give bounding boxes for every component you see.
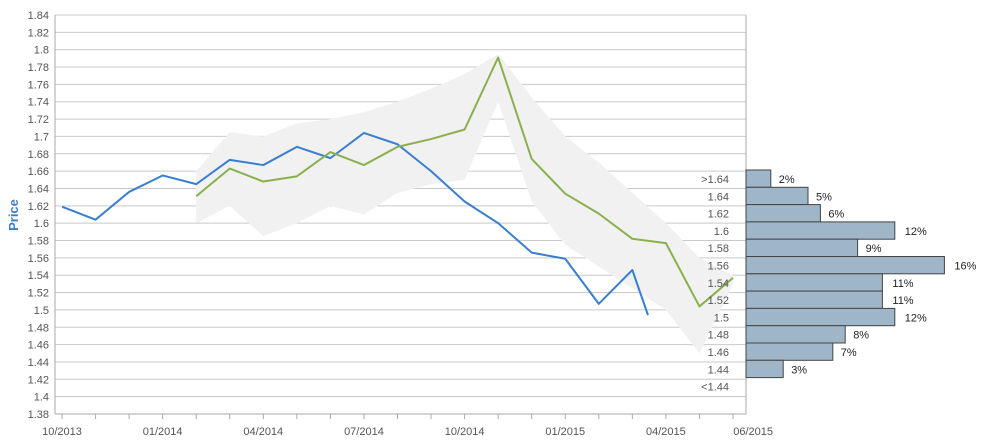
x-tick-label: 10/2013	[42, 426, 82, 438]
distribution-histogram: >1.64 2% 1.64 5% 1.62 6% 1.6 12% 1.58 9% 1.56 16% 1.…	[701, 169, 977, 394]
y-tick-label: 1.84	[28, 10, 49, 22]
histogram-bin-label: 1.62	[708, 209, 729, 221]
forecast-band-area	[196, 54, 733, 354]
y-tick-label: 1.82	[28, 27, 49, 39]
y-tick-label: 1.62	[28, 201, 49, 213]
series-lines	[61, 56, 734, 316]
histogram-bar	[745, 186, 809, 206]
histogram-bar	[745, 238, 859, 257]
x-tick-label: 04/2015	[646, 426, 686, 438]
y-tick-label: 1.7	[34, 131, 49, 143]
histogram-bin-label: 1.56	[708, 261, 729, 273]
y-tick-label: 1.4	[34, 392, 49, 404]
histogram-value-label: 11%	[892, 295, 913, 307]
x-tick-label: 06/2015	[733, 426, 773, 438]
histogram-value-label: 11%	[892, 278, 913, 290]
y-tick-label: 1.56	[28, 253, 49, 265]
histogram-value-label: 6%	[828, 209, 844, 221]
histogram-bar	[745, 169, 772, 188]
histogram-value-label: 8%	[853, 330, 869, 342]
y-tick-label: 1.48	[28, 322, 49, 334]
histogram-bar	[745, 290, 883, 309]
forecast-band	[196, 54, 733, 354]
histogram-bar	[745, 273, 883, 292]
y-tick-label: 1.74	[28, 97, 49, 109]
x-tick-label: 10/2014	[445, 426, 485, 438]
y-tick-label: 1.68	[28, 149, 49, 161]
y-tick-label: 1.38	[28, 409, 49, 421]
y-tick-label: 1.78	[28, 62, 49, 74]
histogram-value-label: 2%	[779, 174, 795, 186]
histogram-bar	[745, 342, 834, 361]
y-tick-label: 1.72	[28, 114, 49, 126]
histogram-bin-label: 1.58	[708, 243, 729, 255]
series-line-blue	[61, 131, 649, 316]
histogram-bar	[745, 307, 896, 327]
y-tick-label: 1.58	[28, 236, 49, 248]
histogram-bar	[745, 256, 945, 275]
y-tick-labels: 1.38 1.4 1.42 1.44 1.46 1.48 1.5 1.52 1.54 1.56 1.…	[28, 10, 49, 421]
y-axis-label: Price	[6, 199, 21, 231]
y-tick-label: 1.52	[28, 288, 49, 300]
y-tick-label: 1.42	[28, 374, 49, 386]
histogram-bar	[745, 221, 896, 240]
histogram-bin-label: 1.52	[708, 295, 729, 307]
y-tick-label: 1.5	[34, 305, 49, 317]
y-tick-label: 1.64	[28, 183, 49, 195]
histogram-value-label: 5%	[816, 191, 832, 203]
histogram-value-label: 7%	[841, 347, 857, 359]
histogram-bin-label: 1.6	[714, 226, 729, 238]
histogram-bin-label: 1.54	[708, 278, 729, 290]
series-line-green	[195, 56, 734, 308]
histogram-value-label: 9%	[866, 243, 882, 255]
histogram-bin-label: 1.46	[708, 347, 729, 359]
x-tick-label: 01/2015	[545, 426, 585, 438]
histogram-bin-label: 1.48	[708, 330, 729, 342]
y-tick-label: 1.8	[34, 45, 49, 57]
x-tick-label: 07/2014	[344, 426, 384, 438]
x-tick-labels: 10/2013 01/2014 04/2014 07/2014 10/2014 01/20…	[42, 426, 773, 438]
histogram-bar	[745, 325, 846, 344]
histogram-value-label: 12%	[905, 226, 927, 238]
y-tick-label: 1.46	[28, 340, 49, 352]
x-tick-label: 04/2014	[243, 426, 283, 438]
histogram-bin-label: <1.44	[701, 382, 729, 394]
y-tick-label: 1.76	[28, 79, 49, 91]
y-tick-label: 1.44	[28, 357, 49, 369]
x-tick-label: 01/2014	[143, 426, 183, 438]
histogram-bar	[745, 359, 784, 379]
histogram-value-label: 16%	[954, 261, 976, 273]
histogram-bin-label: >1.64	[701, 174, 729, 186]
y-tick-label: 1.66	[28, 166, 49, 178]
y-tick-label: 1.6	[34, 218, 49, 230]
histogram-bin-label: 1.64	[708, 191, 729, 203]
histogram-bin-label: 1.5	[714, 312, 729, 324]
y-tick-label: 1.54	[28, 270, 49, 282]
histogram-value-label: 12%	[905, 312, 927, 324]
histogram-bin-label: 1.44	[708, 364, 729, 376]
histogram-value-label: 3%	[791, 364, 807, 376]
histogram-bar	[745, 204, 821, 223]
